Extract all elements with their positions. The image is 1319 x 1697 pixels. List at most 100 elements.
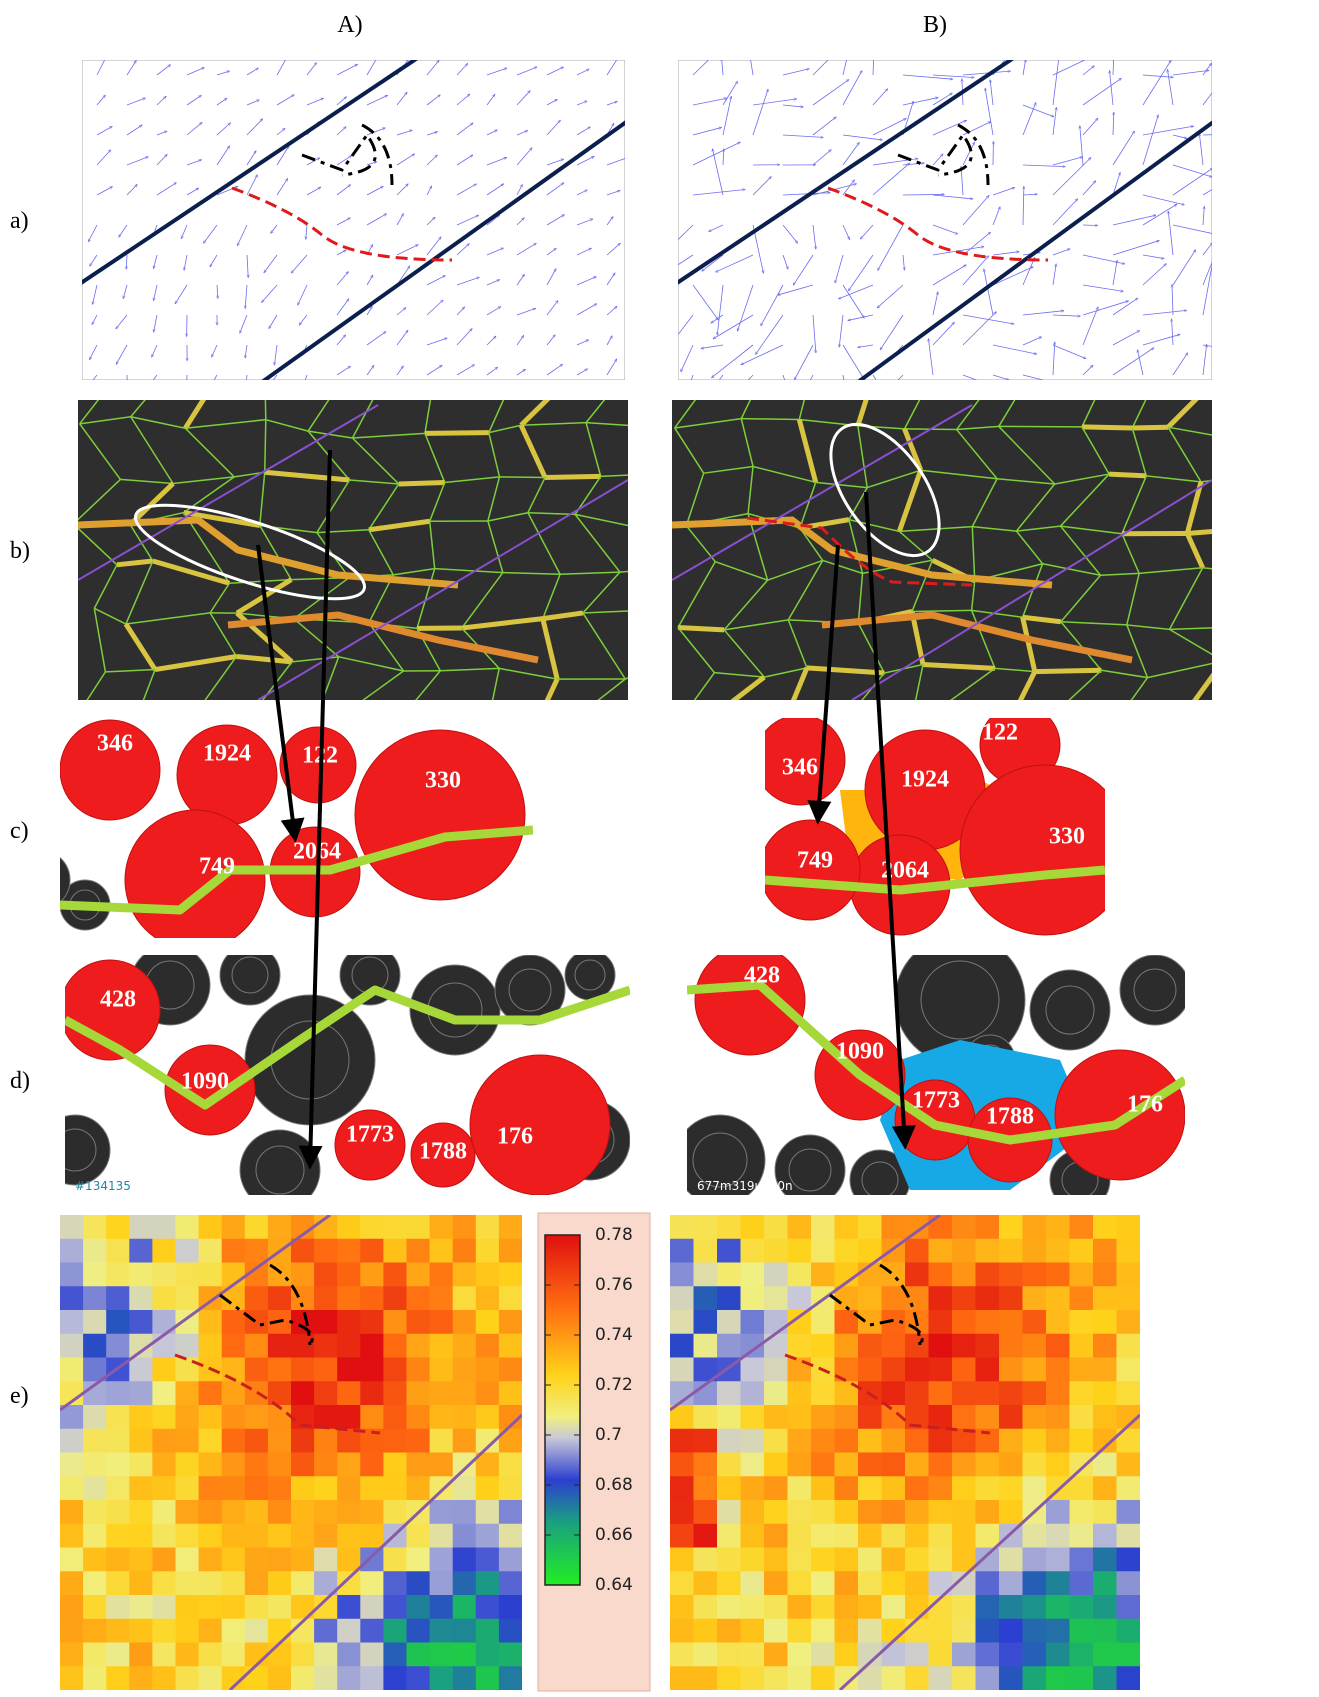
heat-cell bbox=[717, 1642, 741, 1667]
heat-cell bbox=[244, 1595, 269, 1620]
heat-cell bbox=[975, 1595, 1000, 1620]
row-label: b) bbox=[10, 538, 30, 564]
heat-cell bbox=[337, 1381, 361, 1406]
vector-arrow bbox=[794, 344, 814, 380]
network-edge bbox=[264, 469, 350, 483]
heat-cell bbox=[198, 1547, 223, 1572]
heat-cell bbox=[740, 1238, 765, 1263]
heat-cell bbox=[406, 1238, 431, 1263]
heat-cell bbox=[175, 1523, 200, 1548]
network-edge bbox=[1229, 530, 1261, 574]
heat-cell bbox=[787, 1571, 812, 1596]
vector-arrow bbox=[426, 217, 435, 226]
heat-cell bbox=[670, 1286, 694, 1311]
vector-arrow bbox=[96, 187, 112, 196]
heat-cell bbox=[1069, 1428, 1094, 1453]
network-edge bbox=[152, 558, 231, 586]
heat-cell bbox=[881, 1428, 906, 1453]
heat-cell bbox=[60, 1215, 84, 1240]
heat-cell bbox=[905, 1476, 929, 1501]
heat-cell bbox=[337, 1357, 361, 1382]
heat-cell bbox=[498, 1428, 522, 1453]
vector-arrow bbox=[1022, 194, 1037, 195]
vector-arrow bbox=[576, 369, 588, 376]
heat-cell bbox=[1093, 1262, 1117, 1287]
heat-cell bbox=[975, 1452, 1000, 1477]
vector-arrow bbox=[456, 329, 472, 346]
vector-arrow bbox=[516, 148, 532, 166]
network-edge bbox=[316, 529, 369, 534]
heat-cell bbox=[106, 1333, 130, 1358]
heat-cell bbox=[717, 1405, 741, 1430]
vector-arrow bbox=[247, 254, 248, 278]
heat-cell bbox=[1116, 1286, 1140, 1311]
heat-cell bbox=[129, 1571, 153, 1596]
heat-cell bbox=[928, 1476, 953, 1501]
vector-arrow bbox=[1112, 260, 1117, 286]
heat-cell bbox=[452, 1523, 477, 1548]
vector-arrow bbox=[722, 81, 738, 106]
heat-cell bbox=[693, 1405, 718, 1430]
heat-cell bbox=[693, 1595, 718, 1620]
network-edge bbox=[857, 573, 864, 624]
network-edge bbox=[560, 571, 620, 575]
heat-cell bbox=[693, 1310, 718, 1335]
vector-arrow bbox=[1112, 131, 1135, 166]
heat-cell bbox=[337, 1618, 361, 1643]
heat-cell bbox=[291, 1500, 315, 1525]
vector-arrow bbox=[181, 224, 188, 239]
vector-arrow bbox=[842, 142, 859, 166]
node-label: 428 bbox=[744, 963, 780, 989]
vector-arrow bbox=[156, 131, 167, 136]
vector-arrow bbox=[203, 224, 218, 243]
heat-cell bbox=[1022, 1262, 1047, 1287]
heat-cell bbox=[337, 1666, 361, 1690]
vector-arrow bbox=[486, 307, 501, 316]
heat-cell bbox=[360, 1571, 384, 1596]
heat-cell bbox=[928, 1666, 953, 1690]
network-edge bbox=[518, 424, 548, 479]
heat-cell bbox=[360, 1523, 384, 1548]
vector-arrow bbox=[1023, 186, 1024, 226]
heat-cell bbox=[198, 1523, 223, 1548]
heat-cell bbox=[429, 1428, 454, 1453]
vector-arrow bbox=[932, 194, 973, 199]
black-dashed-curve bbox=[897, 123, 990, 186]
vector-arrow bbox=[606, 101, 617, 106]
heat-cell bbox=[717, 1238, 741, 1263]
vector-arrow bbox=[1112, 331, 1140, 346]
heat-cell bbox=[952, 1618, 976, 1643]
heat-cell bbox=[452, 1286, 477, 1311]
vector-arrow bbox=[298, 284, 308, 305]
node-label: 330 bbox=[1049, 824, 1085, 850]
heat-cell bbox=[337, 1262, 361, 1287]
vector-arrow bbox=[1082, 365, 1093, 376]
vector-arrow bbox=[336, 127, 346, 136]
heat-cell bbox=[999, 1286, 1023, 1311]
heat-cell bbox=[406, 1333, 431, 1358]
vector-arrow bbox=[1167, 69, 1174, 106]
vector-arrow bbox=[711, 314, 724, 323]
heat-cell bbox=[952, 1428, 976, 1453]
vector-arrow bbox=[96, 95, 105, 106]
colorbar-tick-label: 0.78 bbox=[595, 1225, 633, 1245]
network-edge bbox=[1055, 711, 1124, 713]
heat-cell bbox=[360, 1286, 384, 1311]
network-edge bbox=[585, 422, 602, 477]
heat-cell bbox=[905, 1262, 929, 1287]
heat-cell bbox=[740, 1571, 765, 1596]
thick-path bbox=[78, 516, 459, 589]
network-edge bbox=[527, 512, 561, 575]
vector-arrow bbox=[272, 374, 278, 380]
heat-cell bbox=[314, 1405, 338, 1430]
vector-arrow bbox=[366, 162, 377, 166]
heat-cell bbox=[952, 1262, 976, 1287]
network-edge bbox=[1068, 669, 1102, 700]
heat-cell bbox=[475, 1642, 500, 1667]
network-edge bbox=[619, 570, 628, 573]
heat-cell bbox=[1116, 1333, 1140, 1358]
vector-arrow bbox=[606, 157, 625, 166]
heat-cell bbox=[291, 1452, 315, 1477]
vector-arrow bbox=[213, 374, 218, 380]
